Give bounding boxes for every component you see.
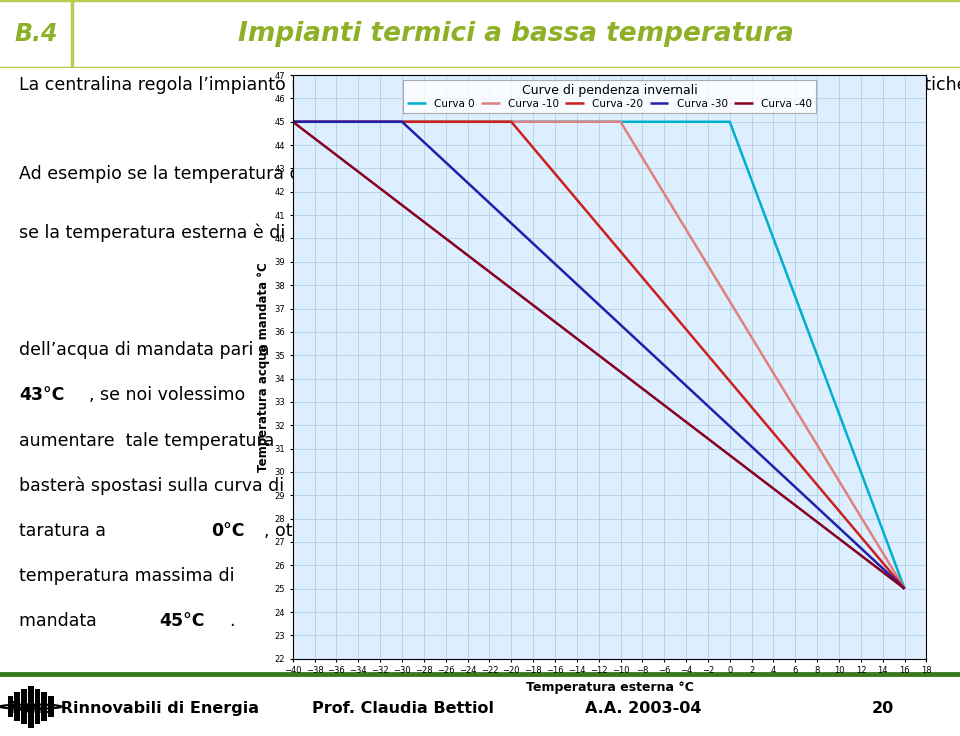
- Curva -10: [899, 584, 910, 593]
- Text: .: .: [228, 612, 234, 631]
- Line: Curva -20: Curva -20: [293, 121, 904, 589]
- Bar: [8, 696, 13, 717]
- Text: , se noi volessimo: , se noi volessimo: [89, 386, 246, 404]
- Curva -30: [396, 117, 408, 126]
- Bar: [14, 692, 20, 721]
- Text: temperatura massima di: temperatura massima di: [19, 567, 234, 585]
- Text: 45°C: 45°C: [159, 612, 204, 631]
- Text: aumentare  tale temperatura: aumentare tale temperatura: [19, 431, 275, 450]
- X-axis label: Temperatura esterna °C: Temperatura esterna °C: [526, 681, 693, 694]
- Y-axis label: Temperatura acqua mandata °C: Temperatura acqua mandata °C: [257, 262, 271, 472]
- Line: Curva 0: Curva 0: [293, 121, 904, 589]
- Line: Curva -30: Curva -30: [293, 121, 904, 589]
- Text: taratura a: taratura a: [19, 522, 111, 540]
- Curva 0: [899, 584, 910, 593]
- Text: A.A. 2003-04: A.A. 2003-04: [585, 701, 702, 715]
- Text: 20: 20: [872, 701, 895, 715]
- Curva -20: [506, 117, 517, 126]
- Curva 0: [287, 117, 299, 126]
- Text: Impianti termici a bassa temperatura: Impianti termici a bassa temperatura: [238, 21, 794, 47]
- Line: Curva -10: Curva -10: [293, 121, 904, 589]
- Text: mandata: mandata: [19, 612, 103, 631]
- Text: , ottenedo cosi la: , ottenedo cosi la: [264, 522, 415, 540]
- Text: dell’acqua di mandata pari a: dell’acqua di mandata pari a: [19, 341, 270, 359]
- Text: Fonti Rinnovabili di Energia: Fonti Rinnovabili di Energia: [10, 701, 259, 715]
- Curva 0: [724, 117, 735, 126]
- Curva -10: [614, 117, 626, 126]
- Text: Prof. Claudia Bettiol: Prof. Claudia Bettiol: [312, 701, 494, 715]
- Text: La centralina regola l’impianto in base a delle curve di taratura scelte in funz: La centralina regola l’impianto in base …: [19, 76, 960, 93]
- Curva -10: [287, 117, 299, 126]
- Legend: Curva 0, Curva -10, Curva -20, Curva -30, Curva -40: Curva 0, Curva -10, Curva -20, Curva -30…: [403, 80, 816, 113]
- Bar: [41, 692, 47, 721]
- Bar: [21, 689, 27, 724]
- Bar: [35, 689, 40, 724]
- Curva -20: [287, 117, 299, 126]
- Text: se la temperatura esterna è di: se la temperatura esterna è di: [19, 224, 291, 242]
- Text: 43°C: 43°C: [19, 386, 64, 404]
- Text: 0°C: 0°C: [211, 522, 245, 540]
- Text: Ad esempio se la temperatura di progetto è di: Ad esempio se la temperatura di progetto…: [19, 165, 429, 183]
- Text: B.4: B.4: [14, 22, 58, 46]
- Text: basterà spostasi sulla curva di: basterà spostasi sulla curva di: [19, 477, 284, 495]
- Curva -30: [899, 584, 910, 593]
- Bar: [48, 696, 54, 717]
- Curva -20: [899, 584, 910, 593]
- Bar: [28, 686, 34, 728]
- Curva -30: [287, 117, 299, 126]
